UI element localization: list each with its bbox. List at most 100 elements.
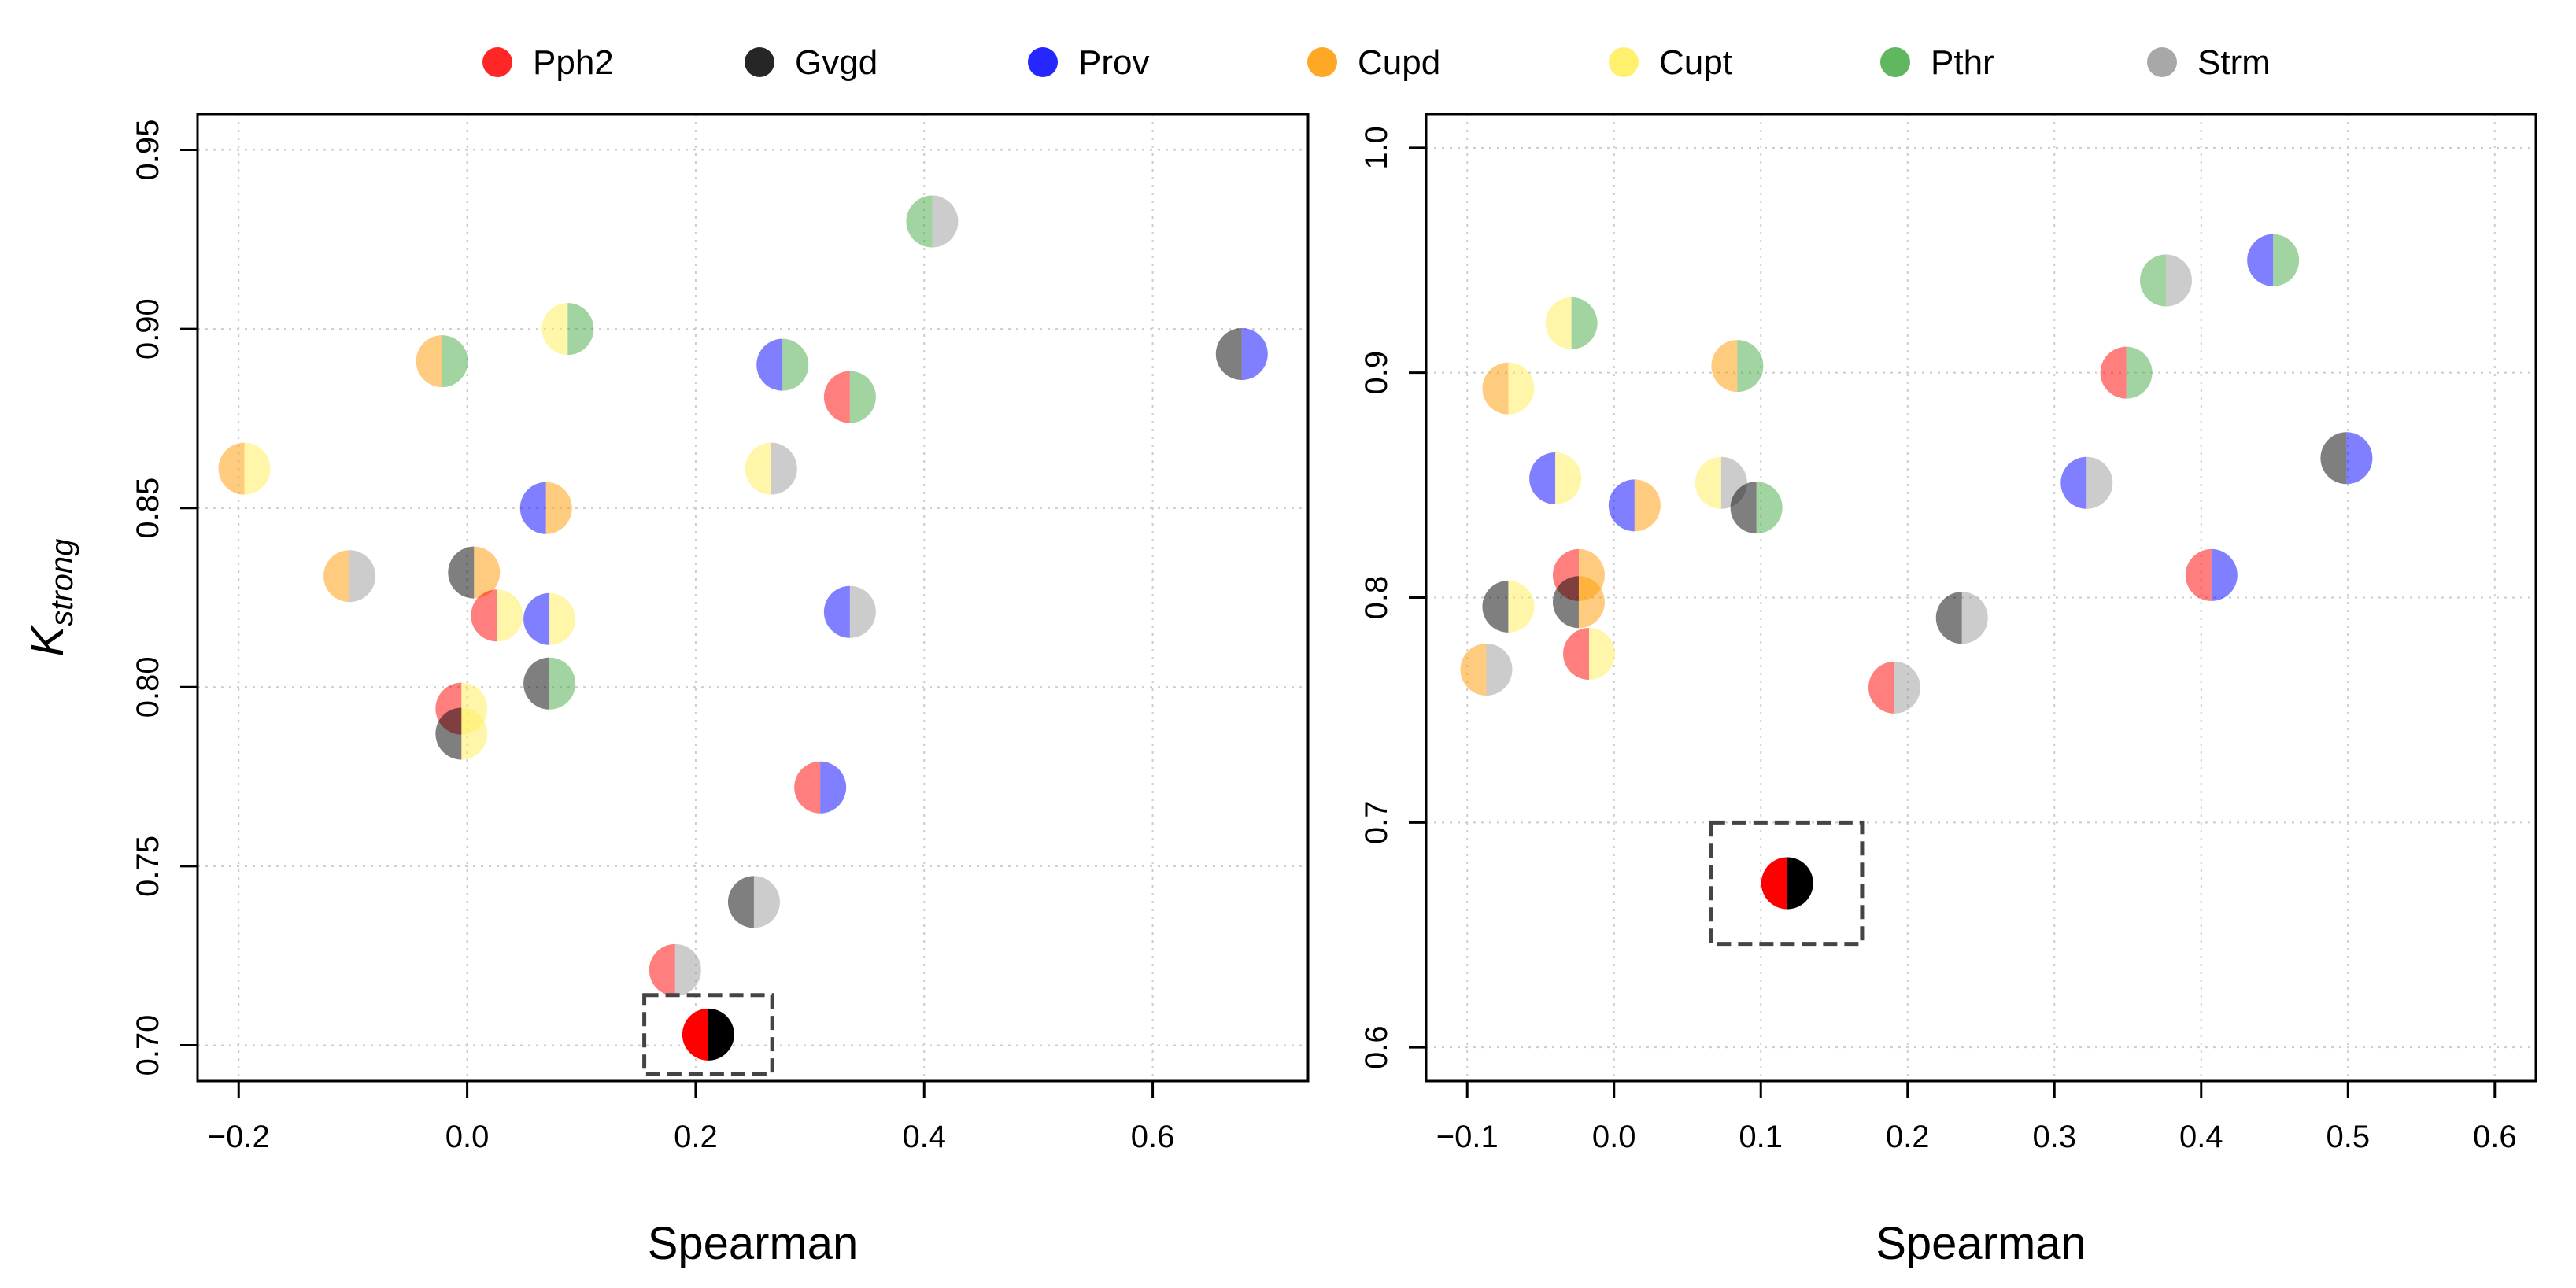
data-point-pph2-gvgd bbox=[1761, 857, 1813, 910]
right-panel: −0.1 0.0 0.1 0.2 0.3 0.4 0.5 0.6 0.6 0.7 0.8 0.9 1.0… bbox=[1359, 113, 2537, 1269]
data-point-cupd-cupt bbox=[218, 442, 271, 495]
point-left-half-pph2 bbox=[1761, 857, 1787, 910]
point-right-half-cupt bbox=[497, 589, 523, 642]
point-right-half-prov bbox=[2346, 432, 2373, 485]
point-right-half-prov bbox=[1241, 327, 1268, 380]
point-right-half-strm bbox=[2166, 254, 2193, 307]
legend-item-prov: Prov bbox=[1028, 43, 1149, 82]
data-point-cupt-pthr bbox=[1545, 297, 1598, 349]
data-point-pph2-cupt bbox=[471, 589, 523, 642]
legend: Pph2 Gvgd Prov Cupd Cupt Pthr Strm bbox=[482, 43, 2271, 82]
point-left-half-pph2 bbox=[794, 761, 821, 814]
data-point-prov-pthr bbox=[2247, 234, 2300, 286]
point-left-half-gvgd bbox=[435, 707, 462, 760]
legend-label-pthr: Pthr bbox=[1931, 43, 1994, 82]
data-point-gvgd-cupd bbox=[448, 546, 501, 599]
point-left-half-gvgd bbox=[2320, 432, 2347, 485]
data-point-gvgd-prov bbox=[2320, 432, 2373, 485]
y-tick-label: 0.6 bbox=[1359, 1025, 1394, 1069]
point-right-half-cupt bbox=[461, 707, 488, 760]
legend-swatch-pthr bbox=[1880, 47, 1910, 77]
point-left-half-pph2 bbox=[2185, 548, 2212, 601]
point-right-half-gvgd bbox=[708, 1008, 734, 1061]
point-left-half-gvgd bbox=[1482, 580, 1509, 633]
point-right-half-strm bbox=[674, 943, 701, 996]
highlight-box bbox=[642, 993, 774, 1076]
x-tick-label: 0.0 bbox=[445, 1120, 490, 1154]
legend-item-cupt: Cupt bbox=[1609, 43, 1732, 82]
y-tick-label: 0.7 bbox=[1359, 801, 1394, 845]
point-right-half-pthr bbox=[567, 303, 594, 356]
y-tick-label: 0.95 bbox=[131, 120, 165, 181]
point-left-half-gvgd bbox=[1935, 592, 1962, 644]
point-right-half-gvgd bbox=[1787, 857, 1813, 910]
data-point-gvgd-cupd bbox=[1552, 576, 1605, 629]
legend-label-cupt: Cupt bbox=[1659, 43, 1732, 82]
y-axis-title-main: K bbox=[22, 624, 73, 656]
point-left-half-gvgd bbox=[1215, 327, 1242, 380]
point-right-half-cupd bbox=[474, 546, 501, 599]
data-point-cupd-strm bbox=[1460, 643, 1513, 696]
data-point-prov-pthr bbox=[756, 338, 809, 391]
data-point-prov-cupt bbox=[1529, 452, 1582, 505]
legend-item-pph2: Pph2 bbox=[482, 43, 614, 82]
point-right-half-pthr bbox=[1756, 482, 1783, 534]
point-right-half-pthr bbox=[549, 657, 576, 710]
legend-item-gvgd: Gvgd bbox=[745, 43, 878, 82]
plot-frame bbox=[196, 113, 1310, 1083]
point-right-half-pthr bbox=[849, 371, 876, 423]
x-tick-label: 0.6 bbox=[2473, 1120, 2517, 1154]
plot-frame bbox=[1425, 113, 2537, 1083]
data-point-prov-strm bbox=[823, 585, 876, 638]
y-tick-label: 1.0 bbox=[1359, 126, 1394, 170]
point-right-half-cupd bbox=[1578, 576, 1605, 629]
point-right-half-pthr bbox=[2273, 234, 2300, 286]
data-point-pthr-strm bbox=[2140, 254, 2193, 307]
point-left-half-pthr bbox=[2140, 254, 2166, 307]
data-point-pph2-pthr bbox=[823, 371, 876, 423]
legend-item-strm: Strm bbox=[2147, 43, 2271, 82]
point-right-half-cupt bbox=[549, 592, 576, 645]
point-left-half-gvgd bbox=[727, 876, 754, 928]
point-left-half-gvgd bbox=[1730, 482, 1757, 534]
point-left-half-pph2 bbox=[823, 371, 850, 423]
point-right-half-strm bbox=[349, 550, 376, 603]
point-right-half-prov bbox=[820, 761, 847, 814]
legend-label-strm: Strm bbox=[2197, 43, 2271, 82]
point-left-half-cupt bbox=[541, 303, 568, 356]
data-point-pph2-prov bbox=[794, 761, 847, 814]
point-right-half-cupt bbox=[1508, 580, 1535, 633]
data-point-cupd-pthr bbox=[1711, 340, 1764, 393]
point-left-half-cupd bbox=[323, 550, 350, 603]
data-point-prov-strm bbox=[2060, 456, 2113, 509]
x-tick-label: 0.1 bbox=[1739, 1120, 1783, 1154]
data-point-prov-cupt bbox=[523, 592, 576, 645]
data-point-pthr-strm bbox=[906, 195, 959, 248]
point-right-half-strm bbox=[1486, 643, 1513, 696]
legend-item-cupd: Cupd bbox=[1307, 43, 1440, 82]
y-tick-label: 0.75 bbox=[131, 836, 165, 897]
point-left-half-pph2 bbox=[1868, 661, 1894, 714]
legend-label-pph2: Pph2 bbox=[533, 43, 614, 82]
y-tick-label: 0.8 bbox=[1359, 576, 1394, 620]
point-right-half-strm bbox=[1961, 592, 1988, 644]
data-point-gvgd-strm bbox=[727, 876, 780, 928]
point-right-half-cupt bbox=[1589, 627, 1616, 680]
data-point-pph2-pthr bbox=[2100, 346, 2153, 399]
point-left-half-pthr bbox=[906, 195, 933, 248]
data-point-prov-cupd bbox=[519, 482, 572, 534]
point-right-half-strm bbox=[2086, 456, 2113, 509]
legend-label-gvgd: Gvgd bbox=[795, 43, 878, 82]
point-right-half-pthr bbox=[442, 335, 468, 388]
point-right-half-pthr bbox=[782, 338, 809, 391]
data-point-gvgd-pthr bbox=[1730, 482, 1783, 534]
point-left-half-cupd bbox=[218, 442, 245, 495]
data-point-cupt-pthr bbox=[541, 303, 594, 356]
point-right-half-cupd bbox=[1634, 479, 1661, 532]
data-point-pph2-prov bbox=[2185, 548, 2238, 601]
point-left-half-prov bbox=[2247, 234, 2274, 286]
point-left-half-prov bbox=[1608, 479, 1635, 532]
point-left-half-pph2 bbox=[682, 1008, 708, 1061]
y-tick-label: 0.85 bbox=[131, 478, 165, 539]
point-left-half-prov bbox=[519, 482, 546, 534]
